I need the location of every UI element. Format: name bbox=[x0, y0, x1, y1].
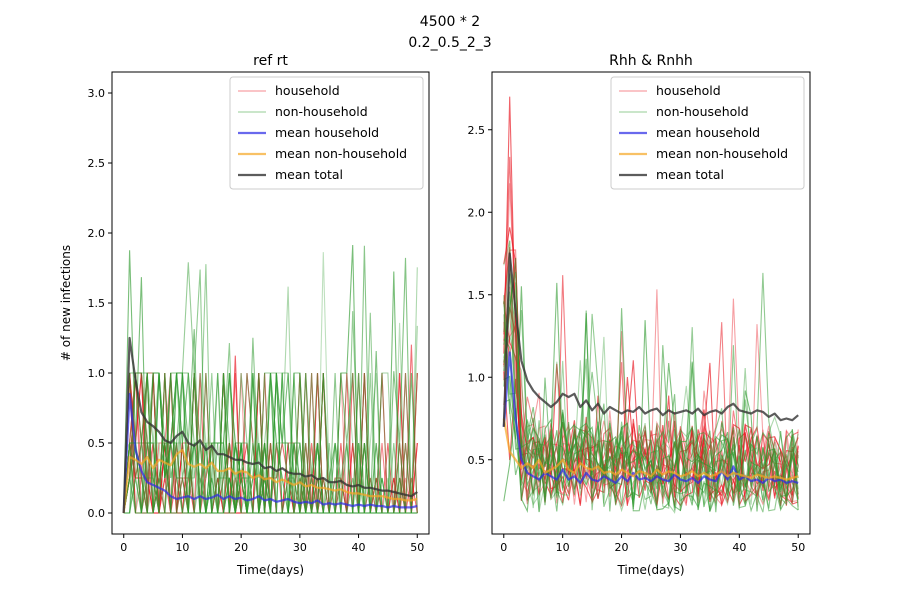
x-tick-label: 10 bbox=[556, 541, 570, 554]
y-axis-label: # of new infections bbox=[59, 245, 73, 361]
mean-non-household-line bbox=[502, 418, 799, 481]
x-tick-label: 20 bbox=[234, 541, 248, 554]
legend: household non-household mean household mean… bbox=[229, 76, 424, 190]
non-household-run-line bbox=[123, 269, 418, 514]
x-tick-label: 50 bbox=[791, 541, 805, 554]
x-tick-label: 20 bbox=[615, 541, 629, 554]
mean-household-line bbox=[502, 351, 799, 484]
y-tick-label: 1.0 bbox=[468, 371, 486, 384]
non-household-run-line bbox=[503, 240, 799, 510]
y-tick-label: 2.5 bbox=[88, 157, 106, 170]
legend-entry: mean household bbox=[656, 125, 760, 140]
chart-title: Rhh & Rnhh bbox=[609, 53, 693, 69]
y-tick-label: 1.0 bbox=[88, 367, 106, 380]
non-household-run-line bbox=[123, 372, 418, 514]
non-household-run-line bbox=[503, 335, 799, 514]
x-tick-label: 40 bbox=[732, 541, 746, 554]
mean-non-household-line bbox=[122, 448, 418, 514]
x-tick-label: 40 bbox=[352, 541, 366, 554]
legend-entry: household bbox=[275, 83, 340, 98]
legend-entry: non-household bbox=[275, 104, 368, 119]
non-household-run-line bbox=[503, 295, 799, 513]
axes-frame bbox=[491, 71, 811, 535]
chart-panel-rhh-rnhh: Rhh & Rnhh Time(days) 0 10 20 30 40 50 0.5 1.0 1… bbox=[468, 53, 811, 577]
legend-entry: mean total bbox=[656, 167, 724, 182]
legend-entry: mean household bbox=[275, 125, 379, 140]
x-tick-label: 30 bbox=[673, 541, 687, 554]
legend-box bbox=[610, 76, 805, 190]
y-tick-label: 0.5 bbox=[88, 437, 106, 450]
y-tick-label: 1.5 bbox=[88, 297, 106, 310]
non-household-run-line bbox=[123, 257, 418, 514]
mean-household-line bbox=[122, 392, 418, 514]
x-axis-label: Time(days) bbox=[616, 563, 684, 577]
x-axis-label: Time(days) bbox=[236, 563, 304, 577]
y-tick-label: 2.5 bbox=[468, 124, 486, 137]
suptitle-line-1: 4500 * 2 bbox=[420, 14, 480, 30]
non-household-run-line bbox=[503, 271, 799, 512]
legend-entry: mean non-household bbox=[656, 146, 788, 161]
plot-area bbox=[122, 244, 418, 514]
chart-panel-ref-rt: ref rt Time(days) # of new infections 0 1… bbox=[59, 53, 430, 577]
y-tick-label: 3.0 bbox=[88, 87, 106, 100]
suptitle-line-2: 0.2_0.5_2_3 bbox=[408, 35, 491, 51]
x-tick-label: 0 bbox=[120, 541, 127, 554]
legend-entry: mean non-household bbox=[275, 146, 407, 161]
legend: household non-household mean household mean… bbox=[610, 76, 805, 190]
non-household-run-line bbox=[503, 282, 799, 513]
legend-entry: non-household bbox=[656, 104, 749, 119]
x-tick-label: 10 bbox=[175, 541, 189, 554]
mean-total-line bbox=[122, 336, 418, 514]
plot-area bbox=[502, 96, 799, 514]
y-tick-label: 2.0 bbox=[468, 206, 486, 219]
mean-total-line bbox=[502, 252, 799, 427]
chart-title: ref rt bbox=[253, 53, 288, 69]
x-tick-label: 30 bbox=[293, 541, 307, 554]
x-tick-label: 50 bbox=[410, 541, 424, 554]
non-household-run-line bbox=[503, 310, 799, 513]
legend-box bbox=[229, 76, 424, 190]
y-tick-label: 0.0 bbox=[88, 507, 106, 520]
y-tick-label: 1.5 bbox=[468, 289, 486, 302]
y-tick-label: 2.0 bbox=[88, 227, 106, 240]
legend-entry: household bbox=[656, 83, 721, 98]
x-tick-label: 0 bbox=[500, 541, 507, 554]
legend-entry: mean total bbox=[275, 167, 343, 182]
y-tick-label: 0.5 bbox=[468, 454, 486, 467]
non-household-run-line bbox=[503, 240, 799, 512]
non-household-run-line bbox=[503, 398, 799, 509]
